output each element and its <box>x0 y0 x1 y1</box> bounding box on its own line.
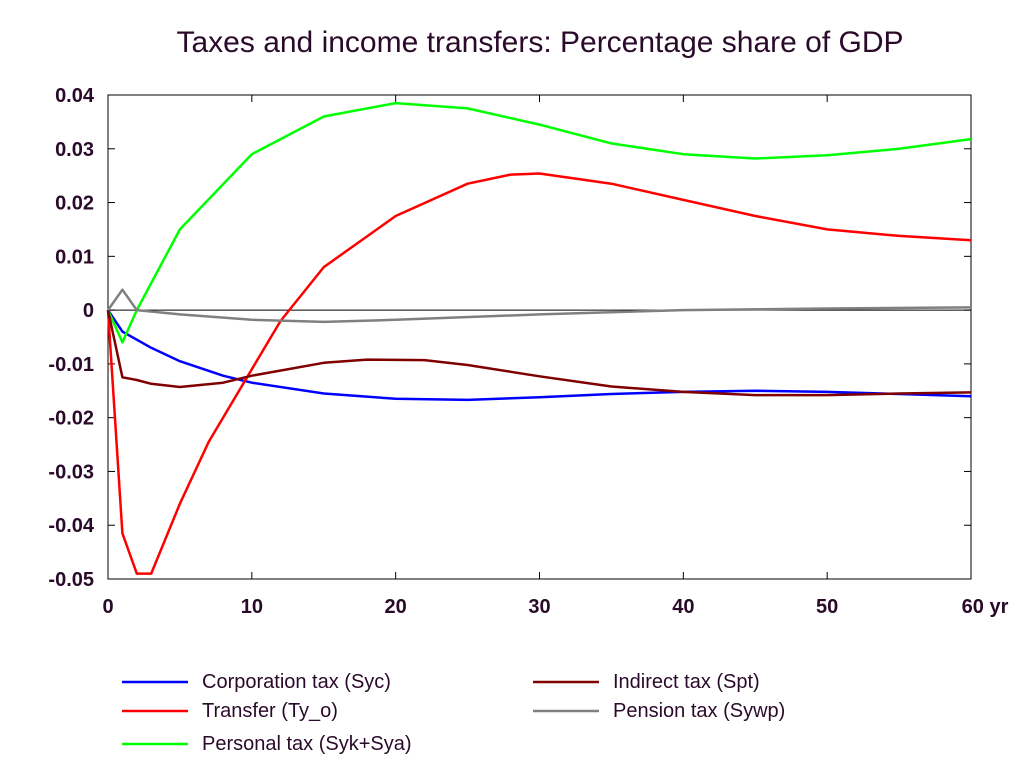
y-tick-label: -0.03 <box>48 461 94 483</box>
legend-label: Indirect tax (Spt) <box>613 671 760 693</box>
y-tick-label: -0.05 <box>48 569 94 591</box>
series-line-3 <box>106 309 972 397</box>
legend-item: Transfer (Ty_o) <box>122 700 338 722</box>
chart-title: Taxes and income transfers: Percentage s… <box>176 26 903 59</box>
y-tick-label: 0.04 <box>55 85 95 107</box>
axis-ticks: 0 10 20 30 40 50 60 yr 0.04 0.03 0.02 0.01 0 -0.01 -0… <box>48 85 1008 618</box>
y-tick-label: 0.01 <box>55 246 94 268</box>
y-tick-label: -0.02 <box>48 408 94 430</box>
legend-item: Corporation tax (Syc) <box>122 671 391 693</box>
legend-item: Pension tax (Sywp) <box>533 700 785 722</box>
legend: Corporation tax (Syc) Transfer (Ty_o) Pers… <box>122 671 785 755</box>
legend-label: Corporation tax (Syc) <box>202 671 391 693</box>
legend-item: Personal tax (Syk+Sya) <box>122 733 412 755</box>
legend-label: Transfer (Ty_o) <box>202 700 338 722</box>
x-tick-label: 20 <box>385 596 407 618</box>
legend-label: Personal tax (Syk+Sya) <box>202 733 412 755</box>
y-tick-label: 0.03 <box>55 139 94 161</box>
x-tick-label: 10 <box>241 596 263 618</box>
x-tick-label: 40 <box>672 596 694 618</box>
legend-label: Pension tax (Sywp) <box>613 700 785 722</box>
x-tick-label: 60 yr <box>962 596 1009 618</box>
x-tick-label: 30 <box>528 596 550 618</box>
x-tick-label: 0 <box>102 596 113 618</box>
y-tick-label: 0 <box>83 300 94 322</box>
x-tick-label: 50 <box>816 596 838 618</box>
legend-item: Indirect tax (Spt) <box>533 671 760 693</box>
series-line-0 <box>106 309 972 402</box>
series-line-1 <box>106 172 972 575</box>
series-lines <box>106 101 972 575</box>
series-line-4 <box>106 288 972 324</box>
y-tick-label: -0.01 <box>48 354 94 376</box>
y-tick-label: -0.04 <box>48 515 94 537</box>
y-tick-label: 0.02 <box>55 193 94 215</box>
series-line-2 <box>106 101 972 344</box>
